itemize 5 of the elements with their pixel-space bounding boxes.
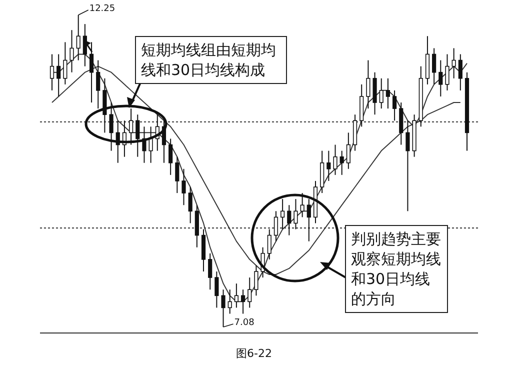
caption: 图6-22 (236, 347, 272, 360)
annotation: 短期均线组由短期均线和30日均线构成 (135, 36, 287, 84)
text: 12.25 (89, 4, 116, 14)
annotation: 7.08 (234, 318, 255, 328)
annotation: 判别趋势主要观察短期均线和30日均线的方向 (345, 225, 448, 313)
